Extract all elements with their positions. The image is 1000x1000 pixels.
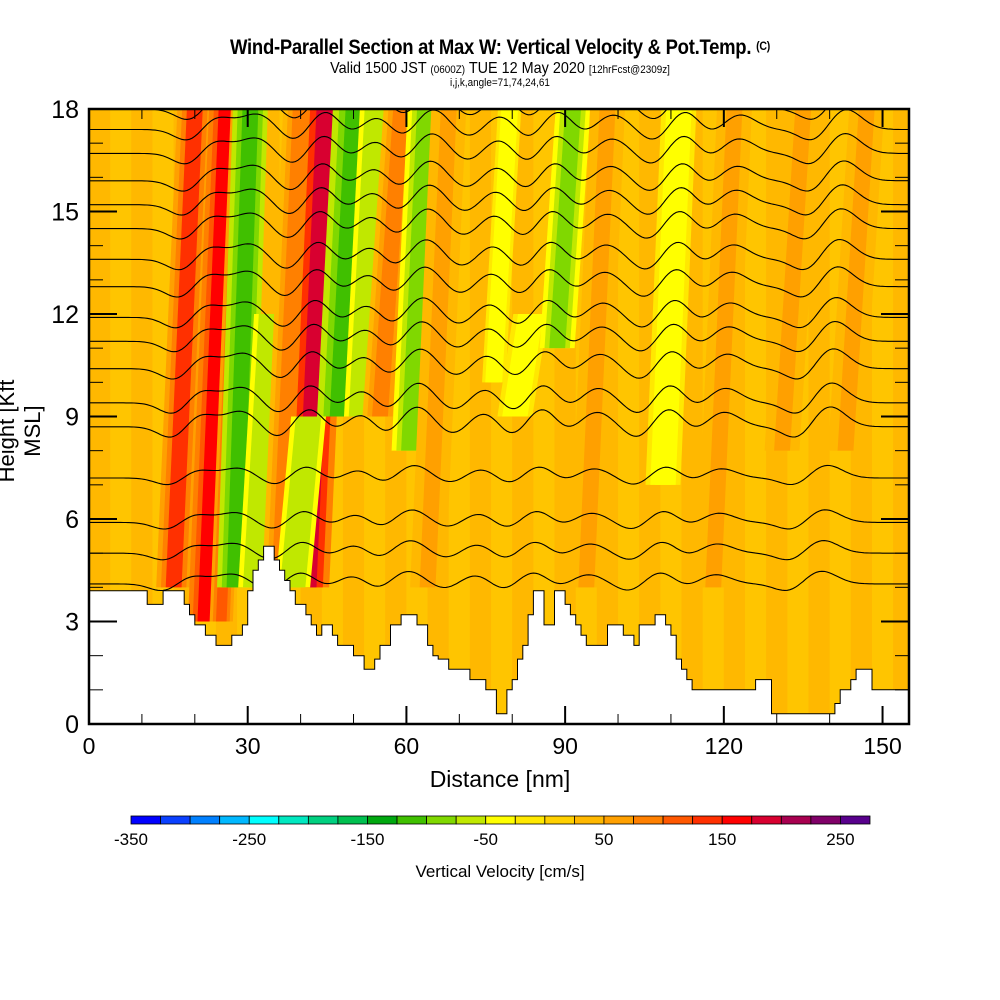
chart-subtitle-indices: i,j,k,angle=71,74,24,61: [450, 77, 550, 89]
theta-contour-line: [89, 320, 909, 353]
theta-contour-line: [89, 208, 909, 240]
colorbar-swatch: [426, 815, 457, 825]
velocity-band: [197, 109, 235, 622]
colorbar-swatch: [544, 815, 575, 825]
theta-contour-line: [89, 184, 909, 216]
velocity-band: [774, 109, 812, 451]
colorbar-tick-label: -50: [473, 830, 498, 849]
colorbar-label: Vertical Velocity [cm/s]: [415, 862, 585, 881]
field-stripe: [110, 109, 132, 724]
velocity-band: [353, 109, 386, 417]
colorbar-tick-label: 50: [594, 830, 613, 849]
velocity-band: [506, 314, 539, 417]
velocity-band: [419, 109, 457, 588]
y-tick-label: 3: [65, 609, 79, 637]
y-tick-label: 15: [51, 199, 79, 227]
terrain-profile: [89, 545, 909, 724]
velocity-band: [705, 109, 743, 588]
theta-contours: [89, 109, 909, 592]
colorbar-tick-label: 250: [826, 830, 854, 849]
x-tick-label: 0: [83, 733, 96, 759]
colorbar-swatch: [278, 815, 309, 825]
chart-title: Wind-Parallel Section at Max W: Vertical…: [230, 36, 770, 59]
theta-contour-line: [89, 348, 909, 380]
colorbar-swatch: [189, 815, 221, 825]
colorbar: -350 -250 -150 -50 50 150 250: [114, 815, 871, 849]
colorbar-swatch: [721, 815, 753, 825]
theta-contour-line: [89, 297, 909, 329]
vertical-velocity-field: [89, 109, 909, 724]
terrain-mask: [89, 545, 909, 724]
theta-contour-line: [89, 382, 909, 414]
field-stripe: [618, 109, 640, 724]
theta-contour-line: [89, 109, 909, 141]
y-tick-label: 9: [65, 404, 79, 432]
theta-contour-line: [89, 406, 909, 438]
velocity-band: [837, 109, 875, 451]
theta-contour-line: [89, 160, 909, 192]
colorbar-swatch: [396, 815, 428, 825]
theta-contour-line: [89, 570, 909, 592]
colorbar-swatch: [337, 815, 368, 825]
velocity-band: [401, 109, 433, 451]
x-tick-label: 120: [705, 733, 743, 759]
y-tick-label: 12: [51, 301, 79, 329]
velocity-band: [655, 109, 687, 485]
x-tick-label: 60: [394, 733, 420, 759]
colorbar-tick-label: -250: [232, 830, 266, 849]
colorbar-swatch: [160, 815, 191, 825]
velocity-band: [284, 416, 317, 588]
y-tick-label: 0: [65, 711, 79, 739]
colorbar-swatch: [219, 815, 250, 825]
theta-contour-line: [89, 509, 909, 530]
y-tick-label: 6: [65, 506, 79, 534]
colorbar-swatch: [662, 815, 694, 825]
theta-contour-line: [89, 464, 909, 486]
colorbar-swatch: [485, 815, 516, 825]
colorbar-tick-label: 150: [708, 830, 736, 849]
colorbar-swatch: [514, 815, 546, 825]
field-stripe: [131, 109, 153, 724]
x-tick-label: 30: [235, 733, 261, 759]
field-stripe: [745, 109, 767, 724]
theta-contour-line: [89, 266, 909, 298]
colorbar-swatch: [307, 815, 339, 825]
field-stripe: [808, 109, 830, 724]
y-axis-label: Height [Kft MSL]: [0, 379, 45, 483]
colorbar-tick-label: -150: [350, 830, 384, 849]
axis-ticks: 0 30 60 90 120 150 0 3 6 9 12 15 18: [51, 96, 909, 759]
theta-contour-line: [89, 238, 909, 271]
colorbar-swatch: [130, 815, 161, 825]
field-stripe: [469, 109, 492, 724]
colorbar-swatch: [367, 815, 398, 825]
theta-contour-line: [89, 133, 909, 165]
x-tick-label: 150: [863, 733, 901, 759]
x-tick-label: 90: [552, 733, 578, 759]
colorbar-swatch: [603, 815, 634, 825]
colorbar-swatch: [780, 815, 812, 825]
colorbar-swatch: [810, 815, 841, 825]
y-tick-label: 18: [51, 96, 79, 124]
theta-contour-line: [89, 540, 909, 561]
velocity-band: [578, 109, 616, 588]
colorbar-swatch: [692, 815, 723, 825]
chart-subtitle-valid-time: Valid 1500 JST (0600Z) TUE 12 May 2020 […: [330, 60, 670, 77]
colorbar-swatch: [751, 815, 782, 825]
x-axis-label: Distance [nm]: [429, 766, 571, 792]
velocity-band: [549, 109, 581, 349]
colorbar-swatch: [574, 815, 605, 825]
colorbar-swatch: [840, 815, 871, 825]
colorbar-swatch: [248, 815, 280, 825]
colorbar-tick-label: -350: [114, 830, 148, 849]
colorbar-swatch: [455, 815, 487, 825]
velocity-band: [165, 109, 203, 588]
velocity-band: [488, 109, 515, 383]
colorbar-swatch: [633, 815, 664, 825]
